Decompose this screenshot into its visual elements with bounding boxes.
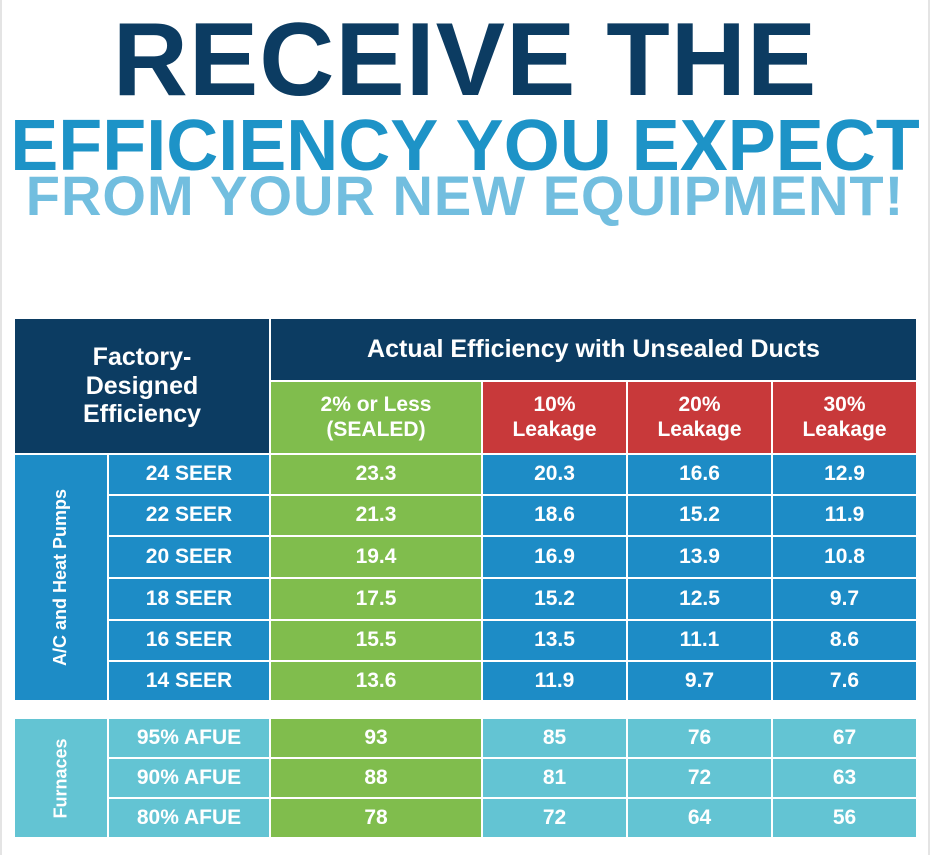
row-label: 22 SEER <box>109 496 269 535</box>
value-cell: 9.7 <box>773 579 916 619</box>
headline-line-3: FROM YOUR NEW EQUIPMENT! <box>25 164 905 227</box>
left-border <box>0 0 2 855</box>
value-cell: 78 <box>271 799 481 837</box>
group-header: Actual Efficiency with Unsealed Ducts <box>271 319 916 380</box>
value-cell: 15.5 <box>271 621 481 660</box>
column-header-2: 10% Leakage <box>483 382 626 453</box>
value-cell: 67 <box>773 719 916 757</box>
value-cell: 10.8 <box>773 537 916 577</box>
value-cell: 56 <box>773 799 916 837</box>
row-label: 14 SEER <box>109 662 269 700</box>
group-label-text: A/C and Heat Pumps <box>50 488 71 667</box>
value-cell: 11.1 <box>628 621 771 660</box>
value-cell: 18.6 <box>483 496 626 535</box>
column-header-4: 30% Leakage <box>773 382 916 453</box>
value-cell: 16.9 <box>483 537 626 577</box>
right-border <box>928 0 930 855</box>
column-header-1: 2% or Less (SEALED) <box>271 382 481 453</box>
column-header-3: 20% Leakage <box>628 382 771 453</box>
row-label: 80% AFUE <box>109 799 269 837</box>
value-cell: 93 <box>271 719 481 757</box>
headline-line-1: RECEIVE THE <box>112 2 818 118</box>
value-cell: 72 <box>628 759 771 797</box>
value-cell: 76 <box>628 719 771 757</box>
value-cell: 81 <box>483 759 626 797</box>
row-label: 95% AFUE <box>109 719 269 757</box>
row-label: 20 SEER <box>109 537 269 577</box>
value-cell: 11.9 <box>483 662 626 700</box>
value-cell: 13.6 <box>271 662 481 700</box>
value-cell: 9.7 <box>628 662 771 700</box>
value-cell: 8.6 <box>773 621 916 660</box>
value-cell: 7.6 <box>773 662 916 700</box>
value-cell: 15.2 <box>483 579 626 619</box>
group-label-ac-heat-pumps: A/C and Heat Pumps <box>15 455 107 700</box>
value-cell: 72 <box>483 799 626 837</box>
value-cell: 13.5 <box>483 621 626 660</box>
value-cell: 17.5 <box>271 579 481 619</box>
value-cell: 64 <box>628 799 771 837</box>
value-cell: 21.3 <box>271 496 481 535</box>
value-cell: 23.3 <box>271 455 481 494</box>
value-cell: 16.6 <box>628 455 771 494</box>
group-label-text: Furnaces <box>50 737 71 819</box>
headline-line-2: EFFICIENCY YOU EXPECT <box>10 106 920 186</box>
row-label: 24 SEER <box>109 455 269 494</box>
value-cell: 12.9 <box>773 455 916 494</box>
corner-header: Factory- Designed Efficiency <box>15 319 269 453</box>
row-label: 16 SEER <box>109 621 269 660</box>
value-cell: 11.9 <box>773 496 916 535</box>
row-label: 18 SEER <box>109 579 269 619</box>
value-cell: 12.5 <box>628 579 771 619</box>
row-label: 90% AFUE <box>109 759 269 797</box>
value-cell: 85 <box>483 719 626 757</box>
value-cell: 13.9 <box>628 537 771 577</box>
group-label-furnaces: Furnaces <box>15 719 107 837</box>
value-cell: 88 <box>271 759 481 797</box>
value-cell: 19.4 <box>271 537 481 577</box>
value-cell: 63 <box>773 759 916 797</box>
value-cell: 15.2 <box>628 496 771 535</box>
value-cell: 20.3 <box>483 455 626 494</box>
